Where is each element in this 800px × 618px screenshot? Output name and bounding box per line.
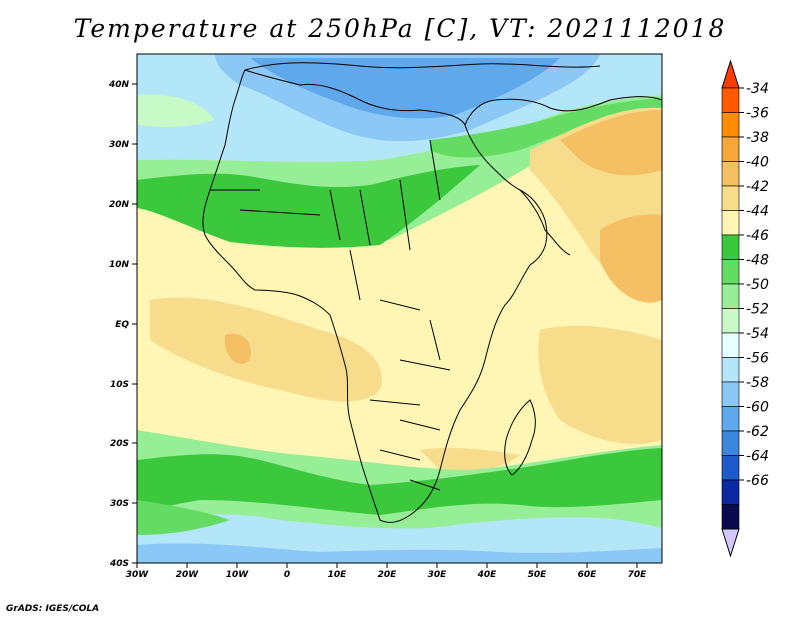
colorbar-label: -50 <box>746 277 769 293</box>
lon-label: 30E <box>428 570 448 580</box>
colorbar-label: -44 <box>746 204 769 220</box>
colorbar-top-arrow <box>721 59 740 89</box>
colorbar-swatch <box>721 357 740 383</box>
colorbar-label: -48 <box>746 253 769 269</box>
colorbar-swatch <box>721 332 740 358</box>
colorbar-bottom-arrow <box>721 528 740 558</box>
colorbar-label: -42 <box>746 179 769 195</box>
colorbar-label: -40 <box>746 155 769 171</box>
colorbar-swatch <box>721 479 740 505</box>
colorbar-swatch <box>721 504 740 530</box>
colorbar-label: -62 <box>746 424 769 440</box>
colorbar-swatch <box>721 406 740 432</box>
lat-label: 30S <box>110 499 129 509</box>
colorbar-label: -36 <box>746 106 769 122</box>
colorbar-label: -64 <box>746 449 769 465</box>
lon-label: 20E <box>378 570 398 580</box>
lat-label: 40S <box>109 559 129 569</box>
colorbar-swatch <box>721 259 740 285</box>
lon-label: 30W <box>126 570 150 580</box>
colorbar-swatch <box>721 185 740 211</box>
lon-label: 0 <box>284 570 290 580</box>
lon-label: 50E <box>528 570 548 580</box>
longitude-axis: 30W 20W 10W 0 10E 20E 30E 40E 50E 60E 70… <box>126 563 647 580</box>
lon-label: 10W <box>226 570 250 580</box>
colorbar-label: -54 <box>746 326 769 342</box>
colorbar-swatch <box>721 87 740 113</box>
lat-label: 20S <box>110 439 129 449</box>
colorbar-swatch <box>721 112 740 138</box>
colorbar-label: -46 <box>746 228 769 244</box>
colorbar-swatch <box>721 136 740 162</box>
map-frame <box>136 53 663 564</box>
credit-text: GrADS: IGES/COLA <box>6 604 100 614</box>
colorbar-swatch <box>721 381 740 407</box>
colorbar-label: -66 <box>746 473 769 489</box>
lat-label: 20N <box>109 200 130 210</box>
colorbar-label: -60 <box>746 400 769 416</box>
colorbar-swatch <box>721 161 740 187</box>
colorbar-swatch <box>721 234 740 260</box>
colorbar-swatch <box>721 210 740 236</box>
colorbar: -34 -36 -38 -40 -42 -44 -46 -48 -50 -52 -54 -56 -58 -… <box>721 59 769 558</box>
lat-label: 10N <box>109 260 130 270</box>
colorbar-label: -38 <box>746 130 769 146</box>
lat-label: 30N <box>109 140 130 150</box>
colorbar-swatch <box>721 430 740 456</box>
lat-label: 40N <box>108 80 130 90</box>
colorbar-label: -52 <box>746 302 769 318</box>
lon-label: 60E <box>578 570 598 580</box>
lon-label: 40E <box>477 570 498 580</box>
lon-label: 70E <box>628 570 648 580</box>
colorbar-swatch <box>721 308 740 334</box>
lon-label: 10E <box>328 570 348 580</box>
latitude-axis: 40N 30N 20N 10N EQ 10S 20S 30S 40S <box>108 80 137 569</box>
colorbar-swatch <box>721 455 740 481</box>
colorbar-swatch <box>721 283 740 309</box>
map-title: Temperature at 250hPa [C], VT: 202111201… <box>73 14 727 43</box>
colorbar-label: -34 <box>746 81 769 97</box>
temperature-field <box>137 54 662 563</box>
coastlines <box>202 62 662 523</box>
lat-label: EQ <box>115 320 129 330</box>
lon-label: 20W <box>176 570 200 580</box>
lat-label: 10S <box>110 380 129 390</box>
colorbar-label: -56 <box>746 351 769 367</box>
colorbar-label: -58 <box>746 375 769 391</box>
